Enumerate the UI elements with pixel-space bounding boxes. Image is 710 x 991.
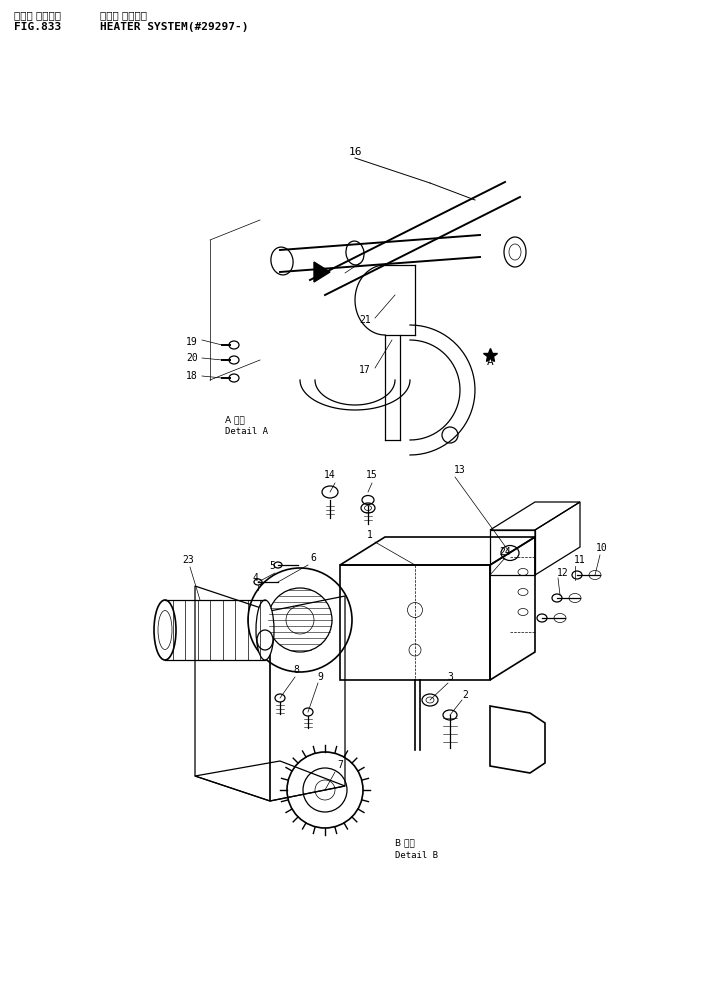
Text: 5: 5: [269, 561, 275, 571]
Text: 19: 19: [186, 337, 198, 347]
Ellipse shape: [154, 600, 176, 660]
Text: 20: 20: [186, 353, 198, 363]
Text: 24: 24: [499, 547, 511, 557]
Text: Detail B: Detail B: [395, 851, 438, 860]
Text: ヒータ システム: ヒータ システム: [14, 10, 61, 20]
Text: A: A: [486, 357, 493, 367]
Text: ヒータ システム: ヒータ システム: [100, 10, 147, 20]
Text: B 詳細: B 詳細: [395, 838, 415, 847]
Text: 17: 17: [359, 365, 371, 375]
Text: 7: 7: [337, 760, 343, 770]
Text: 10: 10: [596, 543, 608, 553]
Text: B: B: [317, 269, 323, 279]
Text: 3: 3: [447, 672, 453, 682]
Polygon shape: [314, 262, 330, 282]
Text: HEATER SYSTEM(#29297-): HEATER SYSTEM(#29297-): [100, 22, 248, 32]
Ellipse shape: [256, 600, 274, 660]
Text: 12: 12: [557, 568, 569, 578]
Text: 16: 16: [348, 147, 362, 157]
Text: 18: 18: [186, 371, 198, 381]
Text: 11: 11: [574, 555, 586, 565]
Text: 13: 13: [454, 465, 466, 475]
Text: 2: 2: [462, 690, 468, 700]
Text: FIG.833: FIG.833: [14, 22, 61, 32]
Text: 14: 14: [324, 470, 336, 480]
Text: 4: 4: [252, 573, 258, 583]
Text: 15: 15: [366, 470, 378, 480]
Text: 21: 21: [359, 315, 371, 325]
Text: A 詳細: A 詳細: [225, 415, 245, 424]
Text: 9: 9: [317, 672, 323, 682]
Text: Detail A: Detail A: [225, 427, 268, 436]
Text: 23: 23: [182, 555, 194, 565]
Text: 6: 6: [310, 553, 316, 563]
Text: 1: 1: [367, 530, 373, 540]
Text: 8: 8: [293, 665, 299, 675]
